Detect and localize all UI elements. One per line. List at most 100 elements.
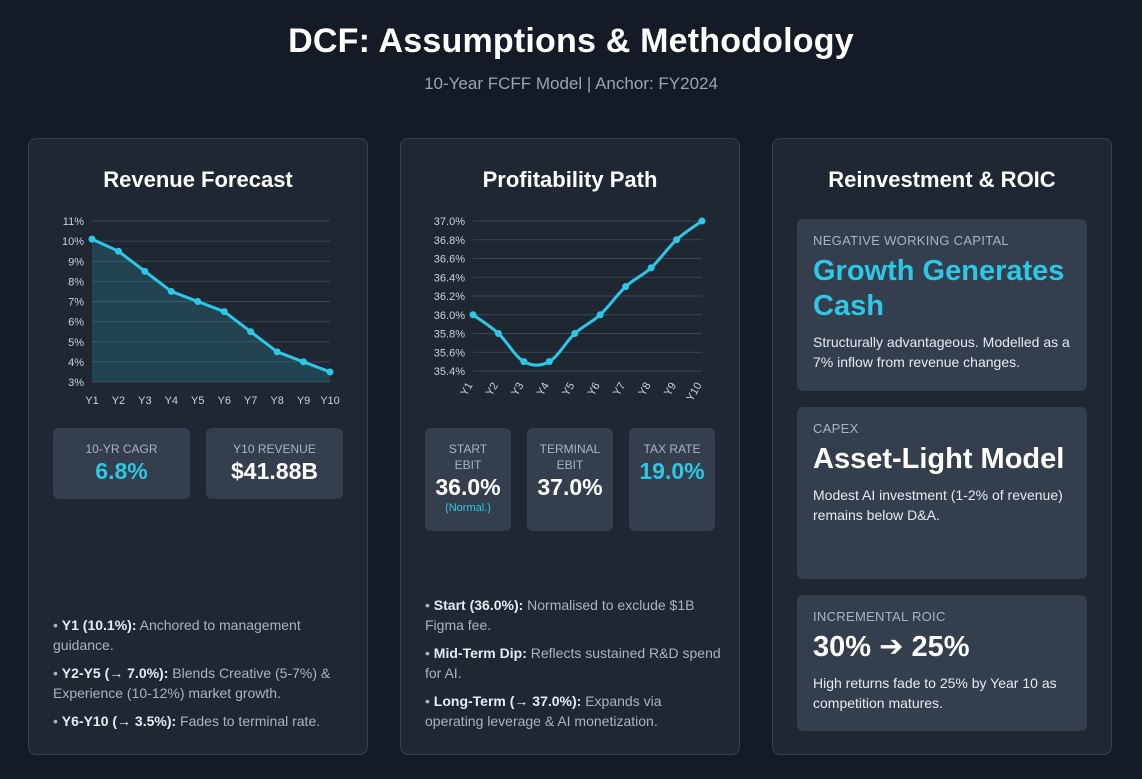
profitability-chart: Profitability Path37.0%36.8%36.6%36.4%36…	[434, 216, 706, 404]
x-tick-label: Y1	[85, 395, 98, 407]
stat-value: 37.0%	[537, 474, 603, 500]
series-area	[92, 239, 330, 382]
y-tick-label: 36.6%	[434, 254, 465, 266]
series-line	[91, 237, 331, 374]
note-bold: Mid-Term Dip:	[433, 645, 527, 661]
stat-start-ebit: START EBIT 36.0% (Normal.)	[425, 428, 511, 531]
box-headline: Growth Generates Cash	[813, 255, 1065, 322]
note-bold: Y6-Y10 (→ 3.5%):	[61, 713, 177, 729]
data-point	[247, 328, 255, 336]
note-item: • Start (36.0%): Normalised to exclude $…	[425, 597, 695, 633]
profitability-notes: • Start (36.0%): Normalised to exclude $…	[425, 595, 721, 739]
stat-tax-rate: TAX RATE 19.0%	[629, 428, 715, 531]
y-tick-label: 11%	[63, 216, 84, 228]
y-tick-label: 8%	[68, 276, 84, 288]
stat-y10-revenue: Y10 REVENUE $41.88B	[206, 428, 343, 499]
data-point	[141, 267, 149, 275]
y-tick-label: 36.0%	[434, 310, 465, 322]
data-point	[647, 264, 655, 272]
x-tick-label: Y2	[112, 395, 125, 407]
y-tick-label: 35.8%	[434, 329, 465, 341]
page-subtitle: 10-Year FCFF Model | Anchor: FY2024	[424, 74, 718, 93]
note-item: • Y6-Y10 (→ 3.5%): Fades to terminal rat…	[53, 713, 321, 729]
stat-value: 6.8%	[95, 458, 148, 484]
x-tick-label: Y4	[535, 381, 552, 399]
x-tick-label: Y9	[662, 381, 679, 399]
y-tick-label: 37.0%	[434, 216, 465, 228]
box-label: INCREMENTAL ROIC	[813, 609, 946, 624]
stat-value: 19.0%	[639, 458, 705, 484]
x-tick-label: Y7	[611, 381, 628, 399]
data-point	[596, 311, 604, 319]
x-tick-label: Y8	[637, 381, 654, 399]
data-point	[698, 217, 706, 225]
x-tick-label: Y10	[684, 381, 704, 404]
x-tick-label: Y10	[320, 395, 340, 407]
box-headline: Asset-Light Model	[813, 443, 1065, 475]
stat-terminal-ebit: TERMINAL EBIT 37.0%	[527, 428, 613, 531]
data-point	[545, 358, 553, 366]
data-point	[494, 330, 502, 337]
stat-label: START EBIT	[448, 442, 488, 472]
note-bold: Long-Term (→ 37.0%):	[433, 693, 582, 709]
stat-value: $41.88B	[231, 458, 318, 484]
data-point	[520, 358, 528, 366]
y-tick-label: 4%	[68, 357, 84, 369]
note-item: • Long-Term (→ 37.0%): Expands via opera…	[425, 693, 662, 729]
x-tick-label: Y1	[458, 381, 475, 399]
reinvestment-card-title: Reinvestment & ROIC	[828, 167, 1056, 192]
x-tick-label: Y7	[244, 395, 257, 407]
y-tick-label: 6%	[68, 317, 84, 329]
box-headline: 30% ➔ 25%	[813, 631, 970, 663]
profitability-card: Profitability Path Profitability Path37.…	[400, 138, 740, 755]
x-tick-label: Y5	[191, 395, 204, 407]
y-tick-label: 35.4%	[434, 366, 465, 378]
stat-note: (Normal.)	[445, 502, 491, 514]
y-tick-label: 5%	[68, 337, 84, 349]
box-working-capital: NEGATIVE WORKING CAPITAL Growth Generate…	[797, 219, 1087, 391]
box-description: Structurally advantageous. Modelled as a…	[813, 334, 1070, 370]
box-label: NEGATIVE WORKING CAPITAL	[813, 233, 1009, 248]
note-item: • Mid-Term Dip: Reflects sustained R&D s…	[425, 645, 721, 681]
note-item: • Y1 (10.1%): Anchored to management gui…	[53, 617, 301, 653]
box-label: CAPEX	[813, 421, 859, 436]
x-tick-label: Y5	[560, 381, 577, 399]
y-tick-label: 36.4%	[434, 272, 465, 284]
note-text: Fades to terminal rate.	[176, 713, 321, 729]
stat-label: Y10 REVENUE	[233, 442, 316, 456]
data-point	[167, 287, 175, 295]
note-text: Expands via operating leverage & AI mone…	[425, 693, 662, 729]
note-text: Reflects sustained R&D spend for AI.	[425, 645, 721, 681]
box-description: High returns fade to 25% by Year 10 as c…	[813, 675, 1057, 711]
data-point	[300, 358, 308, 366]
reinvestment-card: Reinvestment & ROIC NEGATIVE WORKING CAP…	[772, 138, 1112, 755]
revenue-card: Revenue Forecast Revenue Forecast11%10%9…	[28, 138, 368, 755]
revenue-card-title: Revenue Forecast	[103, 167, 293, 192]
revenue-chart: Revenue Forecast11%10%9%8%7%6%5%4%3%Y1Y2…	[62, 216, 340, 407]
x-tick-label: Y9	[297, 395, 310, 407]
x-tick-label: Y3	[509, 381, 526, 399]
note-text: Blends Creative (5-7%) & Experience (10-…	[53, 665, 331, 701]
y-tick-label: 10%	[62, 236, 84, 248]
y-tick-label: 35.6%	[434, 347, 465, 359]
x-tick-label: Y2	[484, 381, 501, 399]
stat-label: TERMINAL EBIT	[539, 442, 601, 472]
data-point	[673, 236, 681, 244]
data-point	[88, 235, 96, 243]
data-point	[326, 368, 334, 376]
y-tick-label: 36.2%	[434, 291, 465, 303]
data-point	[220, 308, 228, 316]
data-point	[194, 298, 202, 305]
x-tick-label: Y6	[217, 395, 230, 407]
stat-label: TAX RATE	[643, 442, 701, 456]
x-tick-label: Y3	[138, 395, 151, 407]
box-incremental-roic: INCREMENTAL ROIC 30% ➔ 25% High returns …	[797, 595, 1087, 731]
box-description: Modest AI investment (1-2% of revenue) r…	[813, 487, 1063, 523]
data-point	[622, 283, 630, 291]
revenue-notes: • Y1 (10.1%): Anchored to management gui…	[53, 615, 349, 739]
profitability-card-title: Profitability Path	[482, 167, 658, 192]
x-tick-label: Y8	[270, 395, 283, 407]
stat-value: 36.0%	[435, 474, 501, 500]
y-tick-label: 3%	[68, 377, 84, 389]
x-tick-label: Y6	[586, 381, 603, 399]
